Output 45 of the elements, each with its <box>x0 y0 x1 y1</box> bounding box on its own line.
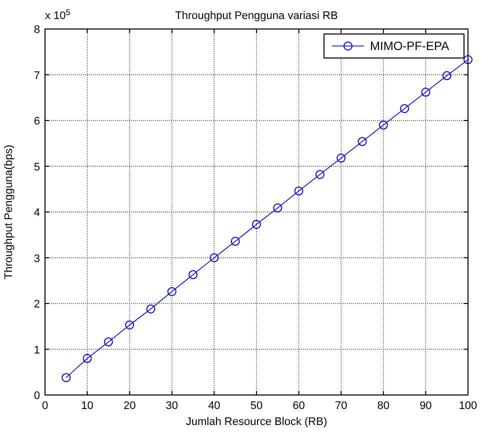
point <box>358 137 367 146</box>
point <box>188 270 198 280</box>
point <box>230 236 240 246</box>
point <box>294 186 304 196</box>
y-tick-label: 1 <box>34 344 40 356</box>
y-tick-label: 0 <box>34 390 40 402</box>
x-tick-label: 20 <box>123 400 136 412</box>
point <box>125 320 134 330</box>
legend-label: MIMO-PF-EPA <box>370 39 450 53</box>
x-tick-label: 50 <box>250 400 263 412</box>
y-tick-label: 7 <box>34 70 40 82</box>
x-tick-label: 90 <box>420 400 432 412</box>
x-axis-title: Jumlah Resource Block (RB) <box>186 416 328 428</box>
point <box>336 154 346 163</box>
point <box>421 88 430 97</box>
y-tick-label: 5 <box>34 161 40 174</box>
x-tick-label: 80 <box>377 400 390 412</box>
point <box>252 220 261 229</box>
point <box>167 287 176 296</box>
x-tick-label: 0 <box>42 400 48 412</box>
y-tick-label: 6 <box>34 116 40 128</box>
y-tick-label: 4 <box>34 207 40 219</box>
point <box>146 304 156 314</box>
point <box>400 104 410 114</box>
point <box>273 203 282 212</box>
x-tick-label: 10 <box>81 400 94 412</box>
chart-title: Throughput Pengguna variasi RB <box>175 10 338 22</box>
y-axis-title: Throughput Pengguna(bps) <box>3 144 15 280</box>
point <box>378 120 388 130</box>
point <box>62 373 71 382</box>
point <box>315 170 324 179</box>
x-tick-label: 40 <box>208 400 220 412</box>
x-tick-label: 60 <box>292 400 305 412</box>
x-tick-label: 70 <box>334 400 348 412</box>
point <box>442 71 452 80</box>
text: x 10$^{5}$ <box>45 8 71 22</box>
x-tick-label: 100 <box>458 400 478 412</box>
y-tick-label: 2 <box>34 298 40 310</box>
x-tick-label: 30 <box>166 400 178 412</box>
point <box>210 253 219 262</box>
y-tick-label: 3 <box>34 252 40 265</box>
y-tick-label: 8 <box>34 24 40 36</box>
point <box>464 55 472 64</box>
point <box>104 337 113 346</box>
point <box>82 354 92 363</box>
